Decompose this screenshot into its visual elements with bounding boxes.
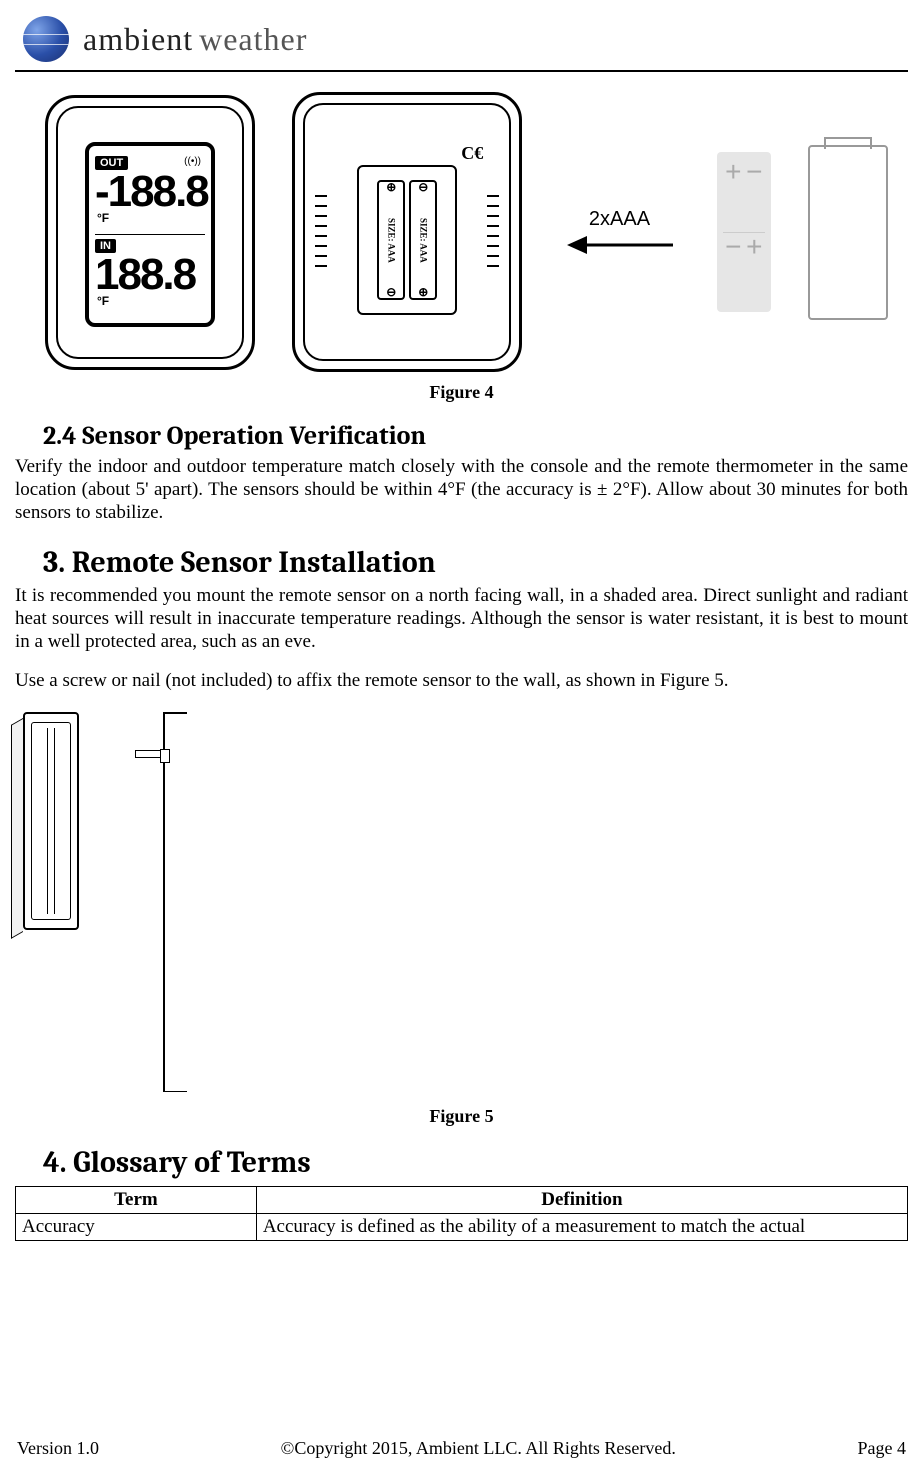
glossary-table: Term Definition Accuracy Accuracy is def… [15, 1186, 908, 1241]
console-back-diagram: C€ SIZE: AAA SIZE: AAA [292, 92, 522, 372]
lcd-in-unit: °F [97, 294, 109, 308]
grip-ridges-left-icon [315, 195, 327, 275]
brand-name-thin: weather [199, 21, 307, 57]
polarity-minus-icon: − [744, 158, 765, 232]
glossary-col-def: Definition [256, 1187, 907, 1214]
screw-icon [135, 750, 165, 758]
table-header-row: Term Definition [16, 1187, 908, 1214]
battery-label: 2xAAA [589, 208, 650, 231]
page-header: ambientweather [15, 10, 908, 82]
lcd-out-unit: °F [97, 211, 109, 225]
figure-5-caption: Figure 5 [15, 1106, 908, 1127]
polarity-minus-icon: − [723, 233, 744, 307]
battery-arrow-block: 2xAAA [560, 208, 680, 257]
figure-4-caption: Figure 4 [15, 382, 908, 403]
battery-polarity-diagram: +− −+ [717, 152, 771, 312]
section-2-4-heading: 2.4 Sensor Operation Verification [43, 421, 908, 451]
section-2-4-body: Verify the indoor and outdoor temperatur… [15, 455, 908, 525]
battery-well: SIZE: AAA SIZE: AAA [357, 165, 457, 315]
section-4-heading: 4. Glossary of Terms [43, 1145, 908, 1180]
remote-sensor-diagram [23, 712, 93, 942]
polarity-plus-icon: + [723, 158, 744, 232]
arrow-left-icon [565, 233, 675, 257]
figure-4-illustration: ((•)) OUT -188.8°F IN 188.8°F C€ SIZE: A… [15, 86, 908, 376]
polarity-plus-icon: + [744, 233, 765, 307]
grip-ridges-right-icon [487, 195, 499, 275]
brand-wordmark: ambientweather [83, 21, 307, 58]
brand-sphere-icon [23, 16, 69, 62]
lcd-in-temp: 188.8 [95, 250, 195, 299]
console-front-diagram: ((•)) OUT -188.8°F IN 188.8°F [45, 95, 255, 370]
footer-copyright: ©Copyright 2015, Ambient LLC. All Rights… [281, 1438, 676, 1459]
glossary-col-term: Term [16, 1187, 257, 1214]
table-row: Accuracy Accuracy is defined as the abil… [16, 1214, 908, 1241]
signal-icon: ((•)) [184, 156, 201, 167]
brand-name-bold: ambient [83, 21, 193, 57]
battery-cover-diagram [808, 145, 888, 320]
section-3-p2: Use a screw or nail (not included) to af… [15, 669, 908, 692]
glossary-term-cell: Accuracy [16, 1214, 257, 1241]
battery-slot-1: SIZE: AAA [377, 180, 405, 300]
lcd-diagram: ((•)) OUT -188.8°F IN 188.8°F [85, 142, 215, 327]
section-3-p1: It is recommended you mount the remote s… [15, 584, 908, 654]
section-3-heading: 3. Remote Sensor Installation [43, 545, 908, 580]
battery-slot-2: SIZE: AAA [409, 180, 437, 300]
glossary-def-cell: Accuracy is defined as the ability of a … [256, 1214, 907, 1241]
header-rule [15, 70, 908, 72]
page-footer: Version 1.0 ©Copyright 2015, Ambient LLC… [15, 1418, 908, 1463]
ce-mark-icon: C€ [461, 143, 483, 164]
footer-version: Version 1.0 [17, 1438, 99, 1459]
footer-page: Page 4 [857, 1438, 906, 1459]
brand-logo: ambientweather [15, 10, 908, 66]
lcd-out-temp: -188.8 [95, 167, 208, 216]
figure-5-illustration [23, 712, 908, 1092]
wall-mount-diagram [163, 712, 187, 1092]
